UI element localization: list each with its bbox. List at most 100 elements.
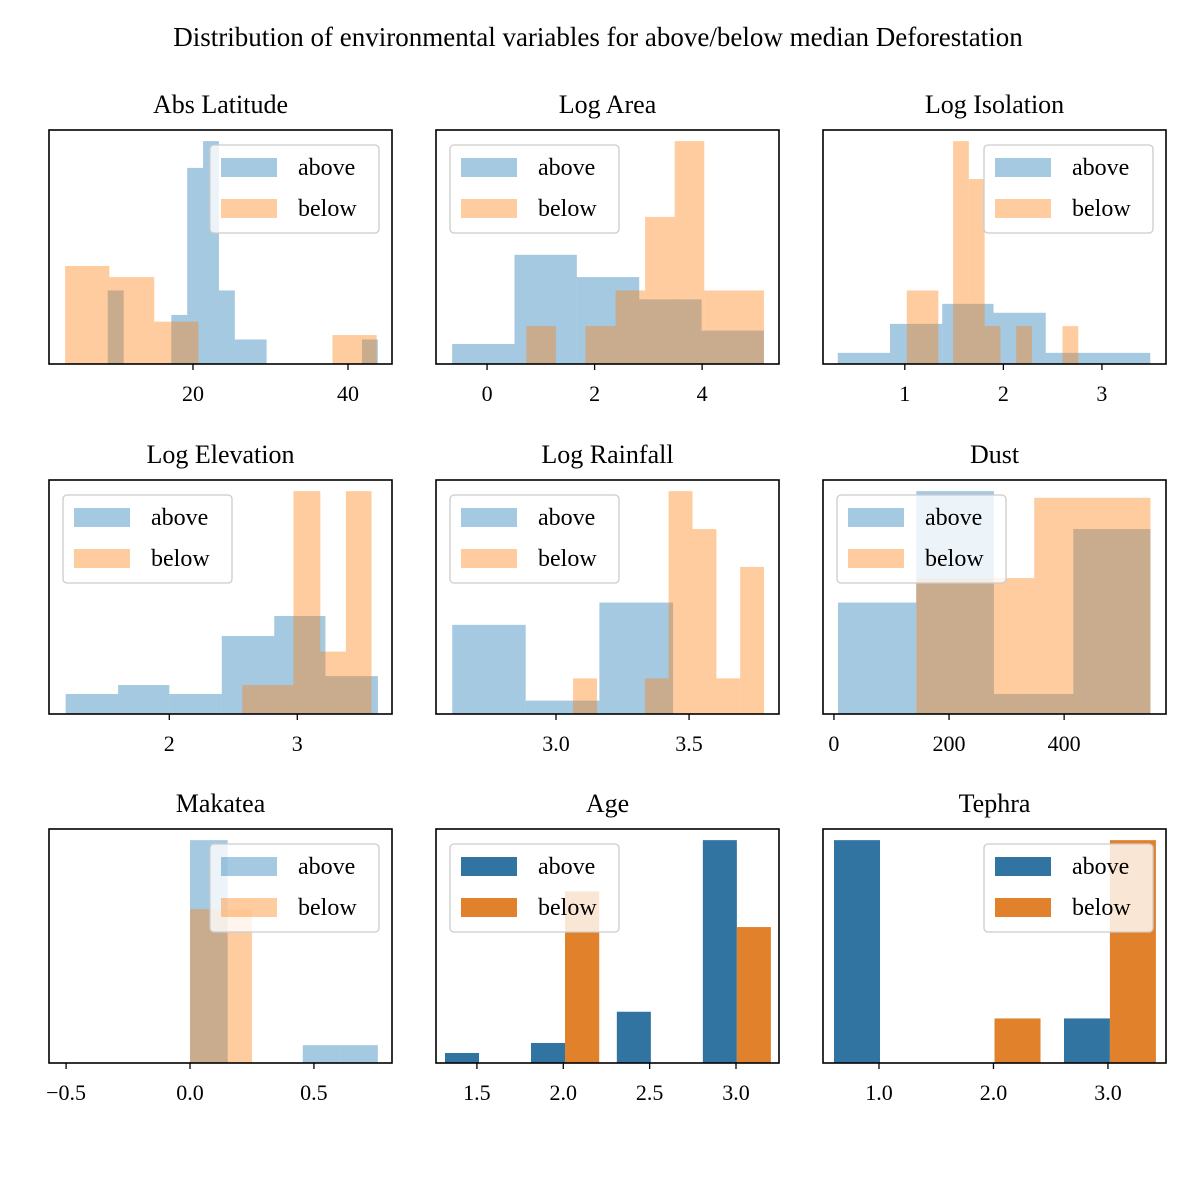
legend-label: below [538, 895, 597, 921]
legend-swatch [221, 158, 277, 177]
hist-bar [340, 1045, 378, 1063]
hist-bar [890, 323, 943, 364]
hist-bar [154, 321, 199, 364]
x-tick-label: 2.0 [550, 1080, 578, 1105]
hist-bar [1062, 326, 1079, 364]
x-tick-label: 3.5 [675, 731, 703, 756]
axes-frame [48, 828, 393, 1064]
x-tick-label: 0.5 [300, 1080, 328, 1105]
legend-swatch [221, 898, 277, 917]
axes-frame [435, 129, 780, 365]
hist-bar [573, 678, 597, 714]
legend-label: above [298, 155, 355, 181]
legend-box [62, 494, 233, 584]
subplot-title: Makatea [176, 789, 266, 818]
legend: above below [62, 494, 233, 584]
hist-bar [1097, 352, 1151, 364]
axes-frame [48, 129, 393, 365]
legend-label: below [1072, 895, 1131, 921]
hist-bar [837, 602, 917, 714]
legend-box [209, 144, 380, 234]
legend-swatch [461, 898, 517, 917]
x-tick-label: 0 [828, 731, 839, 756]
bars [452, 491, 765, 714]
subplot-title: Abs Latitude [153, 90, 288, 119]
bars [452, 141, 764, 364]
x-tick-label: 2 [589, 381, 600, 406]
hist-bar [234, 339, 251, 364]
legend: above below [983, 843, 1154, 933]
legend-label: below [538, 196, 597, 222]
hist-bar [616, 1011, 651, 1063]
x-tick-label: 200 [933, 731, 966, 756]
legend-swatch [995, 857, 1051, 876]
legend-label: above [1072, 854, 1129, 880]
subplot-title: Dust [970, 440, 1020, 469]
subplot: 0 2 4 Log Area above below [435, 90, 780, 406]
x-tick-label: 3 [292, 731, 303, 756]
hist-bar [837, 352, 891, 364]
subplot: 2 3 Log Elevation above below [48, 440, 393, 756]
hist-bar [916, 578, 1035, 714]
legend: above below [983, 144, 1154, 234]
legend-label: below [1072, 196, 1131, 222]
hist-bar [274, 615, 326, 714]
legend-label: above [538, 505, 595, 531]
legend-label: below [298, 196, 357, 222]
hist-bar [526, 326, 556, 364]
subplot: 1.5 2.0 2.5 3.0 Age above below [435, 789, 780, 1105]
hist-bar [444, 1052, 480, 1063]
bars [65, 141, 378, 364]
x-tick-label: 3.0 [542, 731, 570, 756]
axes-frame [822, 479, 1167, 715]
subplot: 20 40 Abs Latitude above below [48, 90, 393, 406]
hist-bar [833, 840, 881, 1063]
legend: above below [209, 843, 380, 933]
subplot-title: Tephra [959, 789, 1031, 818]
hist-bar [250, 339, 267, 364]
hist-bar [716, 678, 741, 714]
legend-box [983, 144, 1154, 234]
legend: above below [209, 144, 380, 234]
legend-swatch [74, 508, 130, 527]
hist-bar [218, 290, 235, 364]
hist-bar [293, 491, 321, 714]
hist-bar [302, 1045, 341, 1063]
hist-bar [984, 326, 1001, 364]
legend-label: below [298, 895, 357, 921]
hist-bar [65, 693, 119, 714]
hist-bar [525, 700, 600, 714]
hist-bar [668, 491, 693, 714]
hist-bar [922, 290, 939, 364]
subplot: 3.0 3.5 Log Rainfall above below [435, 440, 780, 756]
subplot-title: Log Rainfall [541, 440, 673, 469]
hist-bar [599, 602, 674, 714]
subplot-title: Log Area [559, 90, 657, 119]
axes-frame [822, 129, 1167, 365]
legend-label: above [538, 155, 595, 181]
x-tick-label: 3.0 [722, 1080, 750, 1105]
hist-bar [221, 636, 275, 714]
hist-bar [514, 254, 577, 364]
hist-bar [65, 265, 110, 364]
legend-box [836, 494, 1007, 584]
x-tick-label: 3 [1096, 381, 1107, 406]
legend-label: above [151, 505, 208, 531]
hist-bar [645, 216, 675, 364]
hist-bar [1045, 352, 1098, 364]
hist-bar [1034, 497, 1151, 714]
hist-bar [704, 290, 735, 364]
hist-bar [993, 693, 1074, 714]
hist-bar [993, 312, 1046, 364]
x-tick-label: 2.0 [980, 1080, 1008, 1105]
hist-bar [734, 290, 764, 364]
hist-bar [585, 326, 616, 364]
hist-bar [942, 303, 994, 364]
hist-bar [325, 676, 378, 714]
legend-swatch [221, 857, 277, 876]
legend-label: above [538, 854, 595, 880]
hist-bar [361, 339, 378, 364]
hist-bar [452, 343, 515, 364]
hist-bar [576, 277, 640, 364]
